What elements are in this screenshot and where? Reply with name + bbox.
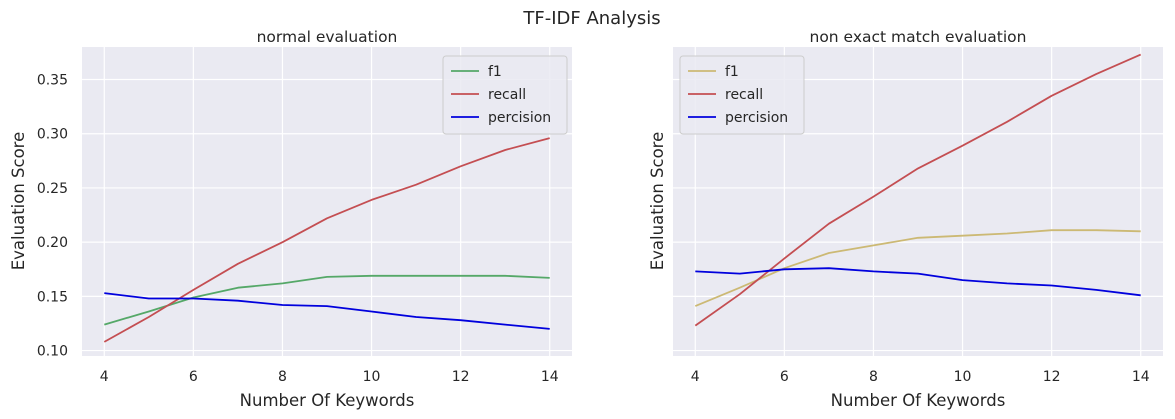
legend: f1 recall percision (679, 55, 805, 135)
legend-box (679, 55, 805, 135)
legend-label-f1: f1 (725, 64, 739, 80)
legend: f1 recall percision (442, 55, 568, 135)
series-line-f1 (104, 274, 550, 326)
chart-panel-non-exact-match-evaluation: 4 6 8 10 12 14 non exact match evaluation Num… (648, 28, 1163, 410)
series-line-f1 (694, 229, 1141, 307)
legend-box (442, 55, 568, 135)
x-tick-label: 12 (452, 369, 470, 385)
x-tick-label: 4 (691, 369, 700, 385)
x-tick-label: 14 (541, 369, 559, 385)
figure-title: TF-IDF Analysis (522, 8, 660, 29)
series-lines (694, 53, 1142, 327)
y-tick-label: 0.35 (37, 73, 68, 89)
y-axis-label: Evaluation Score (648, 132, 667, 271)
x-tick-label: 8 (869, 369, 878, 385)
series-lines (103, 137, 550, 343)
y-tick-label: 0.10 (37, 344, 68, 360)
x-tick-label: 4 (100, 369, 109, 385)
series-line-percision (104, 292, 550, 330)
series-line-percision (695, 267, 1141, 297)
x-tick-label: 6 (780, 369, 789, 385)
legend-label-recall: recall (725, 87, 763, 103)
x-axis-label: Number Of Keywords (831, 391, 1006, 410)
x-tick-label: 8 (278, 369, 287, 385)
chart-title: normal evaluation (257, 28, 398, 46)
y-tick-labels: 0.10 0.15 0.20 0.25 0.30 0.35 (37, 73, 68, 360)
x-tick-label: 14 (1132, 369, 1150, 385)
legend-label-percision: percision (725, 110, 788, 126)
grid-lines (673, 47, 1163, 356)
x-axis-label: Number Of Keywords (240, 391, 415, 410)
x-tick-labels: 4 6 8 10 12 14 (100, 369, 559, 385)
y-tick-label: 0.15 (37, 289, 68, 305)
legend-label-percision: percision (488, 110, 551, 126)
x-tick-label: 10 (954, 369, 972, 385)
legend-label-recall: recall (488, 87, 526, 103)
y-tick-label: 0.25 (37, 181, 68, 197)
y-tick-label: 0.30 (37, 127, 68, 143)
chart-title: non exact match evaluation (810, 28, 1027, 46)
x-tick-labels: 4 6 8 10 12 14 (691, 369, 1150, 385)
legend-label-f1: f1 (488, 64, 502, 80)
chart-panel-normal-evaluation: 4 6 8 10 12 14 0.10 0.15 0.20 0.25 0.30 0.35 norma… (9, 28, 572, 410)
y-tick-label: 0.20 (37, 235, 68, 251)
x-tick-label: 6 (189, 369, 198, 385)
y-axis-label: Evaluation Score (9, 132, 28, 271)
x-tick-label: 10 (363, 369, 381, 385)
x-tick-label: 12 (1043, 369, 1061, 385)
